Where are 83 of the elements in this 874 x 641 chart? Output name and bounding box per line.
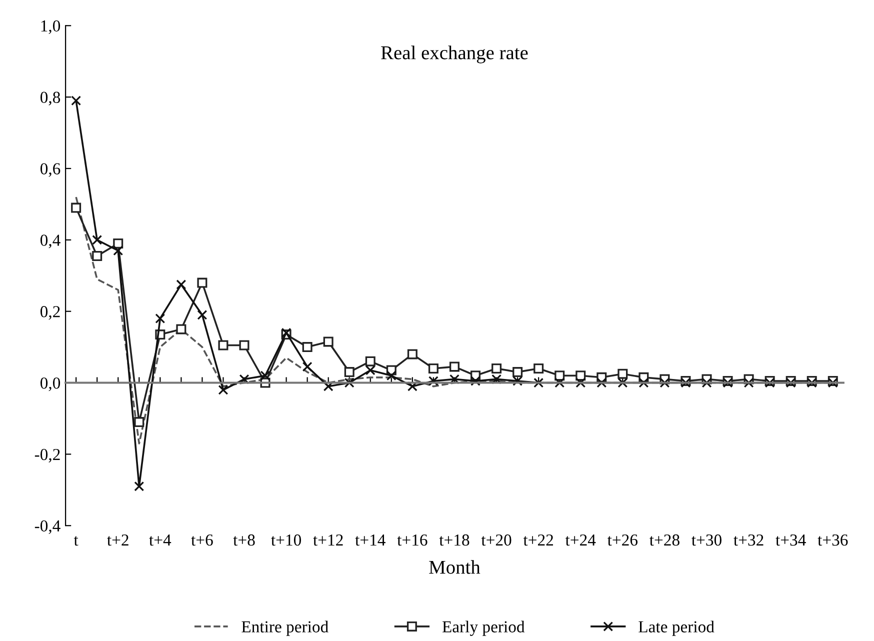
x-tick-label: t+30 — [692, 534, 722, 546]
x-tick-label: t+20 — [481, 534, 512, 546]
point — [71, 96, 82, 106]
y-tick-label: 1,0 — [41, 20, 60, 34]
point — [134, 481, 144, 492]
point — [260, 370, 270, 381]
x-tick-label: t+32 — [734, 534, 764, 546]
y-tick-label: -0,2 — [34, 448, 60, 463]
point — [239, 340, 250, 350]
x-tick-label: t — [74, 536, 78, 546]
point — [92, 234, 102, 245]
x-tick-label: t+8 — [233, 534, 255, 546]
point — [512, 367, 523, 378]
point — [197, 278, 208, 288]
point — [113, 246, 124, 256]
point — [197, 310, 208, 320]
point — [365, 356, 376, 366]
point — [323, 381, 334, 392]
point — [302, 362, 312, 372]
point — [618, 378, 628, 388]
point — [176, 280, 186, 290]
point — [134, 417, 144, 428]
x-tick-label: t+4 — [149, 534, 172, 546]
point — [470, 376, 481, 386]
point — [344, 367, 354, 378]
point — [576, 370, 586, 381]
point — [618, 368, 628, 379]
legend-label: Entire period — [242, 620, 328, 636]
point — [113, 238, 124, 248]
point — [428, 376, 438, 386]
legend-label: Late period — [638, 620, 714, 636]
point — [71, 202, 82, 213]
point — [407, 349, 418, 360]
point — [638, 378, 649, 388]
point — [660, 378, 670, 388]
x-tick-label: t+6 — [191, 534, 213, 546]
legend-label: Early period — [442, 620, 525, 636]
point — [492, 374, 502, 384]
point — [386, 370, 396, 381]
point — [218, 340, 228, 350]
x-tick-label: t+24 — [565, 534, 596, 546]
y-tick-label: 0,8 — [40, 92, 60, 106]
y-tick-label: 0,6 — [40, 163, 60, 177]
point — [554, 370, 565, 381]
point — [744, 378, 754, 388]
point — [554, 378, 565, 388]
x-tick-label: t+14 — [355, 534, 386, 546]
y-tick-label: 0,0 — [40, 377, 60, 392]
text: Real exchange rate — [381, 46, 528, 64]
point — [365, 365, 376, 376]
x-tick-label: t+34 — [776, 534, 806, 546]
point — [323, 336, 334, 347]
point — [407, 381, 418, 392]
x-tick-label: t+12 — [313, 534, 343, 546]
point — [344, 378, 354, 388]
point — [428, 363, 438, 374]
point — [239, 374, 250, 384]
point — [92, 250, 102, 261]
point — [449, 362, 460, 372]
y-tick-label: -0,4 — [34, 520, 60, 534]
y-tick-label: 0,4 — [40, 234, 60, 248]
point — [302, 342, 312, 352]
point — [534, 363, 544, 374]
x-tick-label: t+22 — [523, 534, 554, 546]
x-axis-title: Month — [429, 560, 480, 574]
point — [534, 378, 544, 388]
x-tick-label: t+2 — [107, 534, 128, 546]
point — [702, 378, 712, 388]
x-tick-label: t+18 — [439, 534, 470, 546]
x-tick-label: t+16 — [397, 534, 428, 546]
point — [155, 313, 166, 324]
x-tick-label: t+36 — [818, 534, 848, 546]
point — [176, 324, 186, 334]
point — [492, 363, 502, 374]
point — [449, 374, 460, 384]
point — [218, 384, 228, 395]
x-tick-label: t+10 — [271, 534, 302, 546]
y-tick-label: 0,2 — [40, 306, 60, 320]
x-tick-label: t+28 — [650, 534, 680, 546]
point — [576, 378, 586, 388]
point — [512, 376, 523, 386]
point — [596, 378, 607, 388]
x-tick-label: t+26 — [607, 534, 638, 546]
